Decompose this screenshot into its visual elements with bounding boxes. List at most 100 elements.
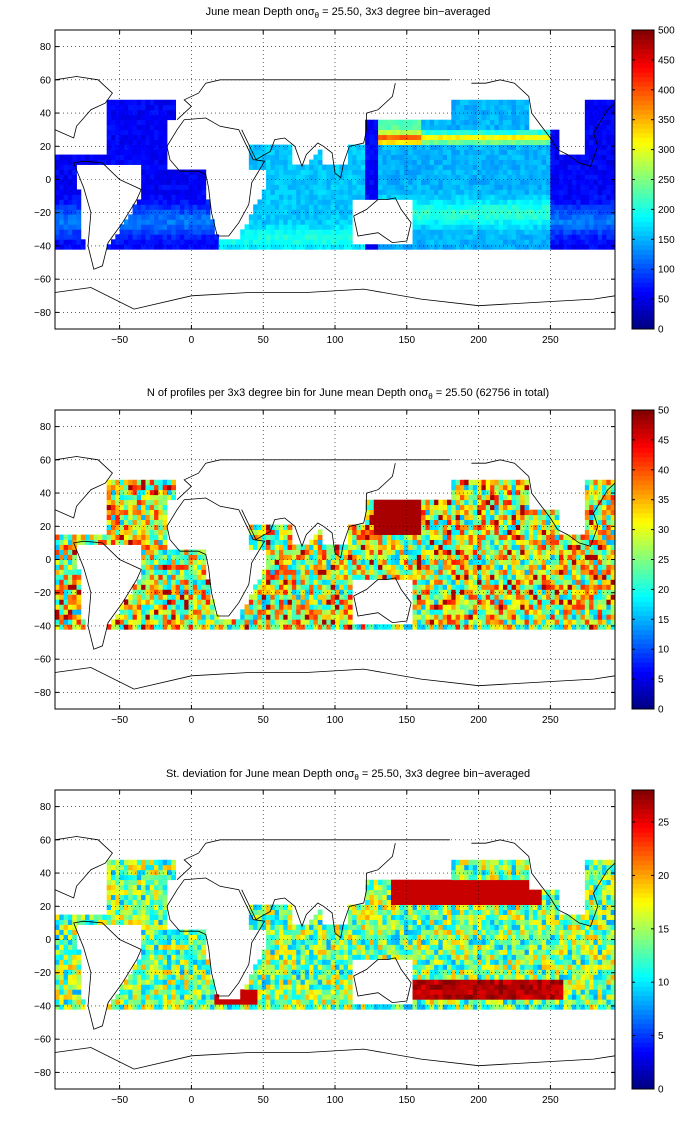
data-cell — [550, 544, 556, 550]
data-cell — [162, 169, 168, 175]
data-cell — [477, 234, 482, 240]
data-cell — [515, 164, 521, 170]
data-cell — [511, 154, 517, 160]
data-cell — [89, 534, 95, 540]
data-cell — [158, 514, 164, 521]
data-cell — [472, 144, 478, 150]
data-cell — [291, 604, 297, 610]
data-cell — [541, 194, 547, 200]
data-cell — [266, 149, 271, 155]
data-cell — [283, 179, 289, 185]
data-cell — [360, 169, 366, 175]
data-cell — [481, 184, 487, 190]
data-cell — [459, 479, 465, 486]
data-cell — [399, 559, 405, 565]
data-cell — [184, 189, 189, 195]
data-cell — [158, 144, 164, 150]
data-cell — [515, 204, 521, 210]
data-cell — [201, 579, 207, 585]
data-cell — [287, 554, 293, 560]
data-cell — [429, 244, 435, 250]
data-cell — [72, 204, 77, 210]
data-cell — [533, 144, 538, 150]
data-cell — [511, 124, 517, 131]
data-cell — [192, 219, 198, 225]
data-cell — [459, 169, 465, 175]
data-cell — [520, 144, 525, 150]
data-cell — [472, 229, 478, 235]
data-cell — [455, 184, 461, 190]
data-cell — [158, 609, 164, 615]
data-cell — [589, 234, 594, 240]
data-cell — [210, 234, 215, 240]
data-cell — [162, 569, 168, 575]
data-cell — [386, 159, 392, 165]
data-cell — [494, 109, 500, 116]
data-cell — [606, 129, 612, 136]
data-cell — [602, 134, 607, 141]
data-cell — [287, 214, 293, 220]
data-cell — [455, 149, 461, 155]
data-cell — [472, 574, 478, 580]
data-cell — [167, 179, 172, 185]
data-cell — [154, 569, 159, 575]
data-cell — [468, 219, 474, 225]
data-cell — [339, 544, 345, 550]
data-cell — [455, 189, 461, 195]
data-cell — [524, 144, 530, 150]
data-cell — [494, 569, 500, 575]
data-cell — [330, 169, 336, 175]
data-cell — [447, 559, 452, 565]
data-cell — [171, 234, 177, 240]
data-cell — [399, 549, 405, 555]
data-cell — [188, 174, 194, 180]
data-cell — [485, 509, 491, 516]
data-cell — [59, 164, 65, 170]
data-cell — [365, 134, 370, 141]
data-cell — [533, 159, 538, 165]
data-cell — [554, 619, 560, 625]
data-cell — [481, 234, 487, 240]
data-cell — [218, 239, 224, 245]
data-cell — [520, 519, 525, 526]
data-cell — [490, 209, 495, 215]
data-cell — [395, 514, 401, 521]
data-cell — [494, 499, 500, 506]
data-cell — [528, 599, 534, 605]
data-cell — [459, 489, 465, 496]
data-cell — [546, 144, 551, 150]
data-cell — [287, 179, 293, 185]
data-cell — [481, 614, 487, 620]
data-cell — [257, 219, 263, 225]
data-cell — [145, 164, 151, 170]
data-cell — [485, 204, 491, 210]
data-cell — [408, 159, 413, 165]
data-cell — [55, 539, 60, 545]
data-cell — [330, 624, 336, 630]
data-cell — [468, 529, 474, 535]
data-cell — [584, 129, 590, 136]
data-cell — [528, 544, 534, 550]
data-cell — [115, 494, 121, 501]
data-cell — [459, 194, 465, 200]
data-cell — [253, 234, 258, 240]
data-cell — [184, 624, 189, 630]
data-cell — [447, 564, 452, 570]
data-cell — [498, 214, 504, 220]
data-cell — [503, 544, 508, 550]
data-cell — [455, 154, 461, 160]
data-cell — [602, 234, 607, 240]
data-cell — [395, 174, 401, 180]
data-cell — [261, 239, 267, 245]
data-cell — [490, 144, 495, 150]
data-cell — [412, 119, 418, 126]
data-cell — [541, 244, 547, 250]
data-cell — [330, 554, 336, 560]
data-cell — [550, 604, 556, 610]
data-cell — [464, 224, 469, 230]
data-cell — [520, 554, 525, 560]
data-cell — [455, 114, 461, 121]
data-cell — [455, 559, 461, 565]
data-cell — [261, 569, 267, 575]
data-cell — [309, 204, 314, 210]
